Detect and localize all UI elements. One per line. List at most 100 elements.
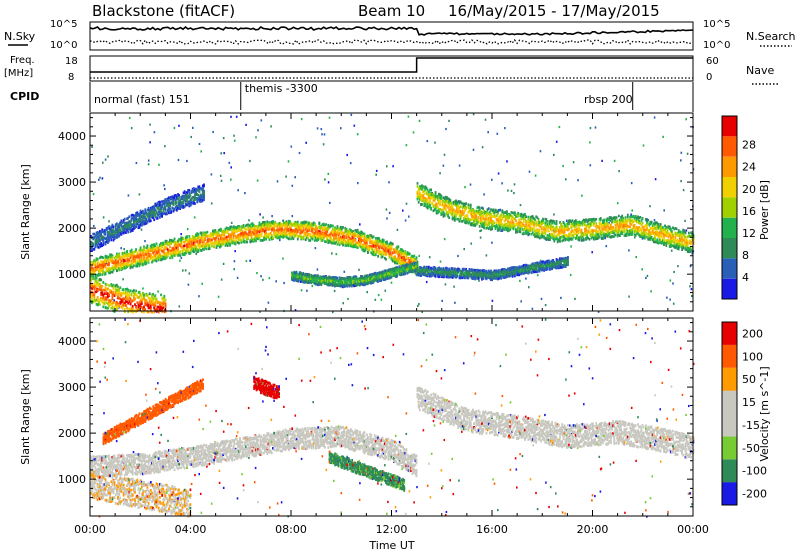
freq-tick-bottom: 8 bbox=[68, 72, 74, 83]
noise-speck bbox=[405, 219, 407, 221]
data-cell bbox=[95, 300, 97, 303]
data-cell bbox=[125, 231, 127, 234]
cpid-segment-label: rbsp 200 bbox=[584, 93, 633, 106]
noise-speck bbox=[677, 265, 679, 267]
data-cell bbox=[99, 274, 101, 277]
freq-tick-top: 18 bbox=[65, 56, 78, 67]
data-cell bbox=[351, 230, 353, 233]
noise-speck bbox=[185, 269, 187, 271]
nsky-tick-top: 10^5 bbox=[50, 19, 77, 30]
noise-speck bbox=[102, 177, 104, 179]
data-cell bbox=[308, 273, 310, 276]
noise-speck bbox=[669, 299, 671, 301]
noise-speck bbox=[329, 117, 331, 119]
noise-speck bbox=[244, 192, 246, 194]
data-cell bbox=[392, 243, 394, 246]
data-cell bbox=[246, 233, 248, 236]
noise-speck bbox=[282, 258, 284, 260]
noise-speck bbox=[154, 131, 156, 133]
noise-speck bbox=[324, 133, 326, 135]
data-cell bbox=[113, 301, 115, 304]
noise-speck bbox=[654, 219, 656, 221]
data-cell bbox=[134, 298, 136, 301]
noise-speck bbox=[229, 162, 231, 164]
data-cell bbox=[383, 239, 385, 242]
data-cell bbox=[180, 243, 182, 246]
data-cell bbox=[132, 305, 134, 308]
data-cell bbox=[394, 255, 396, 258]
data-cell bbox=[121, 260, 123, 263]
noise-speck bbox=[445, 128, 447, 130]
noise-speck bbox=[691, 288, 693, 290]
noise-speck bbox=[614, 160, 616, 162]
noise-speck bbox=[606, 245, 608, 247]
data-cell bbox=[136, 259, 138, 262]
data-cell bbox=[194, 237, 196, 240]
beam-label: Beam 10 bbox=[358, 2, 425, 20]
data-cell bbox=[134, 258, 136, 261]
data-cell bbox=[130, 256, 132, 259]
data-cell bbox=[97, 296, 99, 299]
noise-speck bbox=[221, 180, 223, 182]
data-cell bbox=[188, 189, 190, 192]
data-cell bbox=[402, 250, 404, 253]
noise-speck bbox=[635, 256, 637, 258]
noise-speck bbox=[301, 289, 303, 291]
data-cell bbox=[199, 190, 201, 193]
noise-speck bbox=[331, 252, 333, 254]
noise-speck bbox=[91, 146, 93, 148]
data-cell bbox=[102, 239, 104, 242]
noise-speck bbox=[388, 181, 390, 183]
noise-speck bbox=[419, 120, 421, 122]
data-cell bbox=[108, 264, 110, 267]
noise-speck bbox=[340, 127, 342, 129]
data-cell bbox=[143, 294, 145, 297]
data-cell bbox=[275, 231, 277, 234]
data-cell bbox=[331, 239, 333, 242]
data-cell bbox=[203, 194, 205, 197]
noise-speck bbox=[375, 299, 377, 301]
noise-speck bbox=[457, 255, 459, 257]
noise-speck bbox=[406, 144, 408, 146]
noise-speck bbox=[459, 165, 461, 167]
data-cell bbox=[318, 222, 320, 225]
noise-speck bbox=[321, 128, 323, 130]
noise-speck bbox=[413, 131, 415, 133]
noise-speck bbox=[617, 202, 619, 204]
data-cell bbox=[91, 298, 93, 301]
noise-speck bbox=[570, 245, 572, 247]
noise-speck bbox=[158, 164, 160, 166]
data-cell bbox=[222, 243, 224, 246]
data-cell bbox=[196, 201, 198, 204]
noise-speck bbox=[93, 225, 95, 227]
noise-speck bbox=[402, 210, 404, 212]
nsearch-label: N.Search bbox=[746, 30, 796, 43]
noise-speck bbox=[329, 202, 331, 204]
noise-speck bbox=[255, 136, 257, 138]
noise-speck bbox=[148, 160, 150, 162]
data-cell bbox=[124, 308, 126, 311]
noise-speck bbox=[381, 299, 383, 301]
data-cell bbox=[101, 285, 103, 288]
noise-speck bbox=[498, 172, 500, 174]
data-cell bbox=[170, 211, 172, 214]
noise-speck bbox=[470, 184, 472, 186]
noise-speck bbox=[520, 204, 522, 206]
data-cell bbox=[101, 228, 103, 231]
noise-speck bbox=[478, 280, 480, 282]
data-cell bbox=[167, 254, 169, 257]
noise-speck bbox=[663, 209, 665, 211]
noise-speck bbox=[186, 160, 188, 162]
station-title: Blackstone (fitACF) bbox=[92, 2, 235, 20]
noise-strip: N.Sky 10^5 10^0 10^5 10^0 N.Search bbox=[4, 19, 796, 51]
data-cell bbox=[366, 241, 368, 244]
noise-speck bbox=[359, 223, 361, 225]
noise-speck bbox=[434, 142, 436, 144]
noise-speck bbox=[445, 283, 447, 285]
data-cell bbox=[93, 248, 95, 251]
data-cell bbox=[390, 252, 392, 255]
noise-speck bbox=[645, 277, 647, 279]
data-cell bbox=[142, 263, 144, 266]
data-cell bbox=[113, 228, 115, 231]
